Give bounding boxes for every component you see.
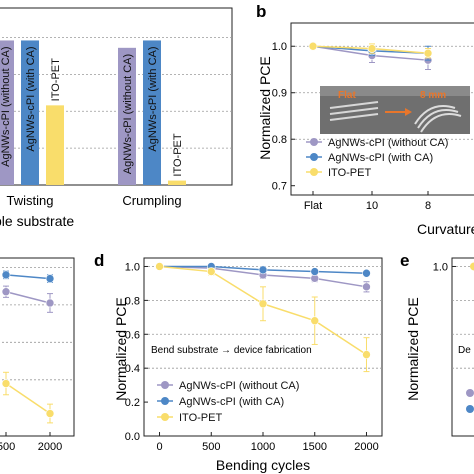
panel-c-plot-frame [0, 257, 75, 437]
panel-b-point-2-2 [423, 48, 433, 58]
panel-d-line-chart: d Normalized PCE 0.0 0.2 0.4 0.6 0.8 1.0 0 500… [94, 251, 383, 473]
panel-d-letter: d [94, 251, 104, 270]
panel-c-point-0-0 [1, 287, 11, 297]
panel-b-legend-label-1: AgNWs-cPI (with CA) [328, 152, 433, 164]
panel-d-legend-label-0: AgNWs-cPI (without CA) [179, 380, 299, 392]
panel-d-xtick-label-3: 1500 [302, 441, 326, 453]
panel-a-plot-frame [0, 7, 233, 186]
panel-b-legend-marker-2 [310, 168, 318, 176]
panel-a-category-twisting: Twisting [7, 193, 54, 208]
panel-b-xtick-label-2: 8 [425, 200, 431, 212]
panel-e-legend-marker-0 [466, 389, 474, 397]
panel-a-bar-twisting-1 [21, 40, 39, 186]
panel-e-plot-frame [451, 257, 474, 437]
panel-a-bar-label-crumpling-2: ITO-PET [172, 133, 184, 176]
panel-d-legend-label-2: ITO-PET [179, 412, 222, 424]
panel-d-point-2-4 [362, 350, 371, 359]
panel-e-annotation: De [458, 345, 471, 356]
panel-a-bar-label-twisting-0: AgNWs-cPI (without CA) [0, 46, 12, 166]
panel-b-legend-label-2: ITO-PET [328, 167, 371, 179]
panel-b-inset-flat-label: Flat [338, 90, 356, 101]
panel-d-ytick-label-4: 0.8 [125, 295, 140, 307]
panel-e-point-0-0 [470, 262, 474, 271]
panel-d-xtick-label-0: 0 [156, 441, 162, 453]
panel-b-ytick-label-3: 1.0 [272, 41, 287, 53]
panel-e-ytick-label-0: 1.0 [433, 261, 448, 273]
panel-c-line-chart: 500 2000 [0, 257, 75, 453]
panel-b-inset-8mm-label: 8 mm [420, 90, 446, 101]
panel-c-xtick-label-1: 2000 [38, 441, 62, 453]
panel-d-legend-label-1: AgNWs-cPI (with CA) [179, 396, 284, 408]
panel-b-point-2-0 [308, 41, 318, 51]
panel-a-category-crumpling: Crumpling [122, 193, 181, 208]
panel-b-plot-frame [290, 22, 474, 196]
panel-a-bar-twisting-2 [46, 105, 64, 185]
panel-c-point-1-1 [45, 274, 55, 283]
panel-d-point-1-2 [258, 265, 268, 275]
panel-d-ytick-label-3: 0.6 [125, 329, 140, 341]
panel-b-xtick-label-1: 10 [366, 200, 378, 212]
panel-b-xtick-label-0: Flat [304, 200, 322, 212]
panel-c-point-1-0 [1, 270, 11, 280]
panel-d-point-2-3 [310, 316, 320, 326]
panel-e-line-chart: e Normalized PCE 1.0 De [400, 251, 474, 437]
panel-d-annotation: Bend substrate → device fabrication [151, 345, 312, 356]
panel-a-xlabel: ble substrate [0, 213, 74, 229]
panel-d-legend-marker-0 [161, 381, 169, 389]
panel-c-point-2-0 [1, 379, 11, 388]
panel-b-legend-label-0: AgNWs-cPI (without CA) [328, 137, 448, 149]
panel-b-inset-photo [320, 86, 470, 134]
panel-d-point-1-3 [310, 267, 320, 276]
panel-b-xlabel: Curvature [417, 221, 474, 237]
panel-c-series-line-2 [5, 382, 51, 415]
panel-d-legend-marker-2 [161, 413, 169, 421]
panel-d-xtick-label-1: 500 [202, 441, 220, 453]
panel-a-bar-label-crumpling-0: AgNWs-cPI (without CA) [122, 54, 134, 174]
panel-b-ytick-label-0: 0.7 [272, 181, 287, 193]
panel-b-legend-marker-0 [310, 138, 318, 146]
panel-d-point-2-0 [155, 262, 164, 271]
panel-b-legend-marker-1 [310, 153, 318, 161]
panel-c-series-line-0 [5, 290, 51, 304]
panel-b-letter: b [256, 2, 266, 21]
panel-b-legend: AgNWs-cPI (without CA) AgNWs-cPI (with CA… [306, 137, 448, 179]
panel-d-ytick-label-1: 0.2 [125, 397, 140, 409]
panel-e-legend-marker-1 [466, 405, 474, 413]
panel-b-ylabel: Normalized PCE [257, 56, 273, 159]
panel-a-bar-crumpling-0 [118, 47, 136, 186]
panel-d-xtick-label-2: 1000 [251, 441, 275, 453]
panel-d-ytick-label-2: 0.4 [125, 363, 140, 375]
panel-d-ytick-label-0: 0.0 [125, 431, 140, 443]
panel-d-legend-marker-1 [161, 397, 169, 405]
panel-b-ytick-label-2: 0.9 [272, 88, 287, 100]
panel-c-series-line-1 [5, 274, 51, 280]
panel-d-ylabel: Normalized PCE [113, 297, 129, 400]
panel-c-xtick-label-0: 500 [0, 441, 15, 453]
panel-c-point-0-1 [45, 298, 55, 308]
panel-e-ylabel: Normalized PCE [405, 297, 421, 400]
panel-a-bar-crumpling-1 [143, 40, 161, 186]
panel-d-point-2-1 [206, 267, 216, 276]
panel-d-xlabel: Bending cycles [216, 457, 310, 473]
panel-d-xtick-label-4: 2000 [354, 441, 378, 453]
panel-b-inset-arrowhead [405, 108, 412, 116]
panel-a-bar-chart: AgNWs-cPI (without CA) AgNWs-cPI (with CA… [0, 7, 233, 229]
panel-b-line-chart: b Normalized PCE 0.7 0.8 0.9 1.0 Flat 10 8 Fl… [256, 2, 474, 237]
panel-a-bar-crumpling-2 [168, 180, 186, 185]
panel-d-point-1-4 [362, 268, 371, 278]
panel-d-legend: AgNWs-cPI (without CA) AgNWs-cPI (with CA… [157, 380, 299, 424]
panel-a-bar-label-crumpling-1: AgNWs-cPI (with CA) [147, 46, 159, 151]
panel-b-ytick-label-1: 0.8 [272, 134, 287, 146]
panel-d-point-0-4 [362, 282, 371, 292]
panel-a-bar-label-twisting-1: AgNWs-cPI (with CA) [25, 46, 37, 151]
panel-a-bar-twisting-0 [0, 40, 14, 186]
panel-d-ytick-label-5: 1.0 [125, 261, 140, 273]
panel-d-point-2-2 [258, 299, 268, 309]
panel-c-point-2-1 [45, 409, 55, 418]
panel-b-point-2-1 [367, 44, 377, 53]
panel-a-bar-label-twisting-2: ITO-PET [50, 58, 62, 101]
panel-e-letter: e [400, 251, 409, 270]
